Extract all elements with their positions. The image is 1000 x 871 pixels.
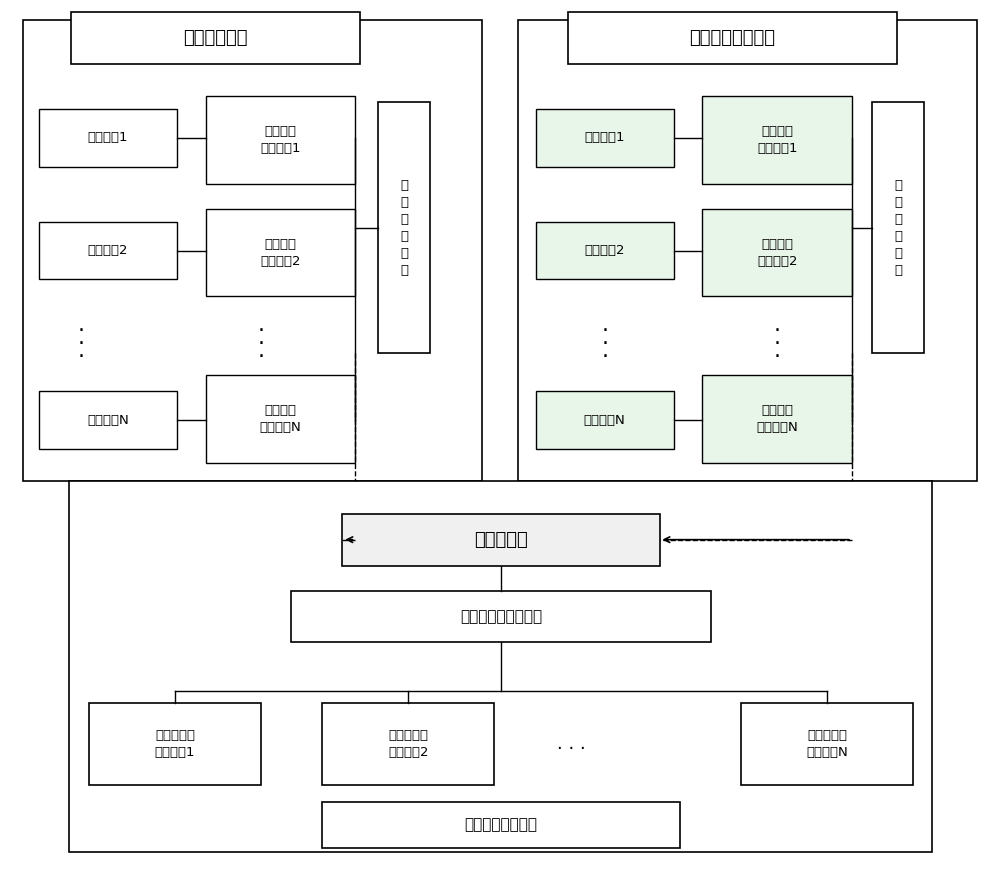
FancyBboxPatch shape [23, 20, 482, 481]
FancyBboxPatch shape [206, 375, 355, 463]
Text: 第二工控机: 第二工控机 [474, 530, 528, 549]
Text: 皮带主动轮
测速单剃1: 皮带主动轮 测速单剃1 [155, 729, 195, 759]
FancyBboxPatch shape [378, 102, 430, 354]
Text: 视频图像
处理单元N: 视频图像 处理单元N [756, 404, 798, 434]
FancyBboxPatch shape [39, 109, 177, 167]
FancyBboxPatch shape [518, 20, 977, 481]
Text: ·: · [774, 348, 781, 368]
FancyBboxPatch shape [536, 391, 674, 449]
Text: 皮带主动轮
测速单剃2: 皮带主动轮 测速单剃2 [388, 729, 429, 759]
Text: ·: · [774, 321, 781, 341]
Text: 视频图像
处理单剃1: 视频图像 处理单剃1 [260, 125, 301, 155]
FancyBboxPatch shape [39, 222, 177, 280]
FancyBboxPatch shape [291, 591, 711, 642]
FancyBboxPatch shape [39, 391, 177, 449]
Text: ·: · [601, 348, 608, 368]
Text: ·: · [78, 334, 85, 354]
Text: 图
像
显
示
单
元: 图 像 显 示 单 元 [400, 179, 408, 277]
Text: 视频图像
处理单元N: 视频图像 处理单元N [260, 404, 301, 434]
FancyBboxPatch shape [206, 96, 355, 184]
Text: 成像单剃2: 成像单剃2 [88, 244, 128, 257]
Text: 皮带磨损检测系统: 皮带磨损检测系统 [689, 30, 775, 47]
Text: 皮带主动轮
测速单元N: 皮带主动轮 测速单元N [806, 729, 848, 759]
Text: ·: · [774, 334, 781, 354]
FancyBboxPatch shape [536, 109, 674, 167]
Text: 图
像
显
示
单
元: 图 像 显 示 单 元 [894, 179, 902, 277]
Text: 成像单剃1: 成像单剃1 [584, 132, 625, 145]
Text: 异物检测系统: 异物检测系统 [184, 30, 248, 47]
Text: 成像单剃2: 成像单剃2 [584, 244, 625, 257]
FancyBboxPatch shape [702, 209, 852, 296]
FancyBboxPatch shape [71, 12, 360, 64]
FancyBboxPatch shape [536, 222, 674, 280]
FancyBboxPatch shape [741, 703, 913, 785]
Text: 成像单元N: 成像单元N [87, 414, 129, 427]
Text: ·: · [601, 334, 608, 354]
FancyBboxPatch shape [702, 375, 852, 463]
FancyBboxPatch shape [322, 703, 494, 785]
Text: 成像单元1: 成像单元1 [88, 132, 128, 145]
Text: ·: · [78, 348, 85, 368]
FancyBboxPatch shape [89, 703, 261, 785]
Text: 总编码器信号处理盒: 总编码器信号处理盒 [460, 609, 542, 624]
FancyBboxPatch shape [568, 12, 897, 64]
Text: ·: · [257, 321, 264, 341]
Text: ·: · [257, 334, 264, 354]
Text: 视频图像
处理单剃2: 视频图像 处理单剃2 [260, 238, 301, 267]
Text: 皮带打滑检测系统: 皮带打滑检测系统 [464, 817, 537, 833]
FancyBboxPatch shape [206, 209, 355, 296]
Text: ·: · [257, 348, 264, 368]
FancyBboxPatch shape [69, 481, 932, 852]
Text: 视频图像
处理单剃2: 视频图像 处理单剃2 [757, 238, 797, 267]
Text: 成像单元N: 成像单元N [584, 414, 626, 427]
FancyBboxPatch shape [342, 514, 660, 565]
Text: ·: · [601, 321, 608, 341]
FancyBboxPatch shape [322, 802, 680, 847]
Text: . . .: . . . [557, 735, 586, 753]
Text: ·: · [78, 321, 85, 341]
FancyBboxPatch shape [872, 102, 924, 354]
Text: 视频图像
处理单剃1: 视频图像 处理单剃1 [757, 125, 797, 155]
FancyBboxPatch shape [702, 96, 852, 184]
